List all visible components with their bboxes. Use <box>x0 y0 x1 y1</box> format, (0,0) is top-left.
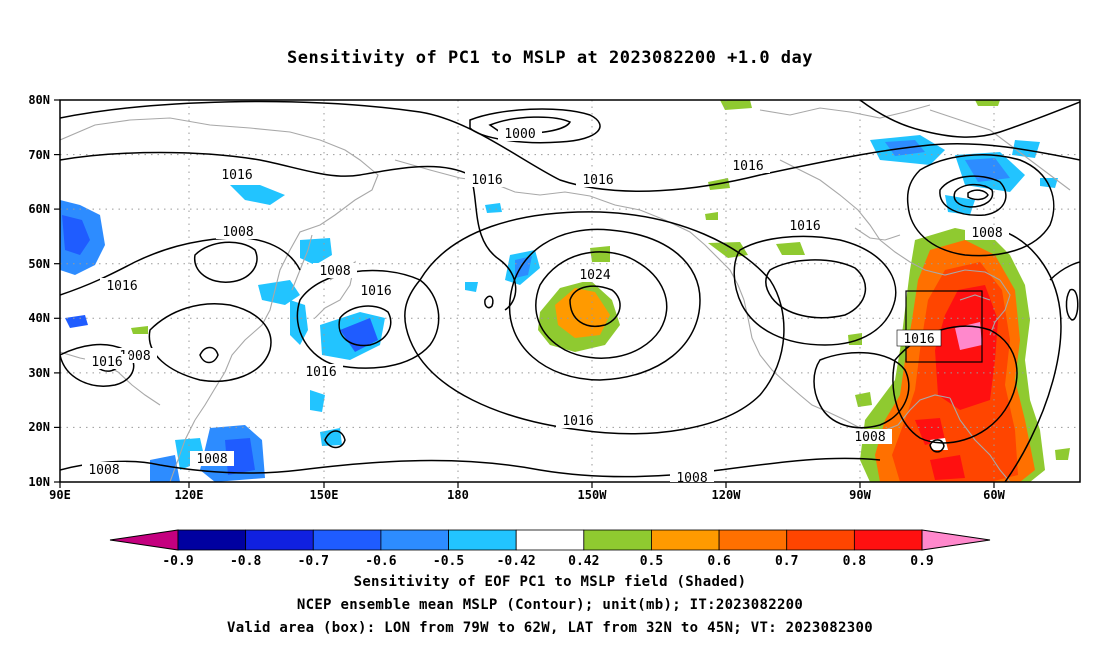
contour-label: 1008 <box>854 430 885 445</box>
axis-ticks <box>54 99 995 488</box>
colorbar: -0.9 -0.8 -0.7 -0.6 -0.5 -0.42 0.42 0.5 0.6 0.7 0.… <box>109 529 991 569</box>
colorbar-swatch <box>515 529 585 551</box>
lat-label: 50N <box>28 257 50 271</box>
contour-label: 1016 <box>562 414 593 429</box>
lon-label: 120W <box>712 488 742 502</box>
colorbar-tick-label: 0.5 <box>640 554 663 569</box>
colorbar-swatch <box>853 529 923 551</box>
lat-label: 20N <box>28 420 50 434</box>
colorbar-tick-label: 0.8 <box>843 554 867 569</box>
latitude-labels: 80N 70N 60N 50N 40N 30N 20N 10N <box>28 93 50 489</box>
map-frame <box>59 99 1081 483</box>
contour-label: 1016 <box>903 332 934 347</box>
caption-valid-area: Valid area (box): LON from 79W to 62W, L… <box>227 620 873 636</box>
lon-label: 120E <box>175 488 204 502</box>
lat-label: 70N <box>28 148 50 162</box>
contour-label: 1016 <box>789 219 820 234</box>
contour-label: 1024 <box>579 268 610 283</box>
colorbar-swatch <box>651 529 720 551</box>
contour-label: 1016 <box>732 159 763 174</box>
lat-label: 10N <box>28 475 50 489</box>
colorbar-tick-label: -0.42 <box>497 554 536 569</box>
lon-label: 90E <box>49 488 71 502</box>
contour-label: 1000 <box>504 127 535 142</box>
contour-label: 1008 <box>676 471 707 486</box>
lat-label: 30N <box>28 366 50 380</box>
lat-label: 80N <box>28 93 50 107</box>
colorbar-swatch <box>177 529 247 551</box>
colorbar-swatch <box>380 529 449 551</box>
lon-label: 150E <box>310 488 339 502</box>
lon-label: 180 <box>447 488 469 502</box>
lat-label: 60N <box>28 202 50 216</box>
lon-label: 60W <box>983 488 1005 502</box>
coastlines <box>60 104 1071 482</box>
contour-label: 1016 <box>582 173 613 188</box>
colorbar-swatch <box>312 529 382 551</box>
colorbar-max-arrow <box>921 529 991 551</box>
valid-area-box <box>905 290 983 363</box>
colorbar-swatch <box>245 529 314 551</box>
colorbar-min-arrow <box>109 529 179 551</box>
colorbar-tick-label: -0.7 <box>298 554 329 569</box>
contour-label: 1008 <box>971 226 1002 241</box>
contour-label: 1016 <box>360 284 391 299</box>
contour-labels: 1000 1016 1016 1016 1016 1008 1016 1008 … <box>82 126 1009 486</box>
caption-shaded: Sensitivity of EOF PC1 to MSLP field (Sh… <box>353 574 747 590</box>
contour-label: 1016 <box>471 173 502 188</box>
colorbar-swatch <box>718 529 788 551</box>
lon-label: 150W <box>578 488 608 502</box>
colorbar-tick-label: 0.9 <box>910 554 933 569</box>
contour-label: 1016 <box>221 168 252 183</box>
mslp-contours <box>60 100 1080 482</box>
contour-label: 1008 <box>88 463 119 478</box>
colorbar-swatch <box>786 529 855 551</box>
colorbar-swatch <box>448 529 517 551</box>
colorbar-tick-label: -0.9 <box>162 554 193 569</box>
contour-label: 1016 <box>305 365 336 380</box>
lat-label: 40N <box>28 311 50 325</box>
contour-label: 1008 <box>222 225 253 240</box>
colorbar-tick-label: -0.5 <box>433 554 464 569</box>
caption-contour: NCEP ensemble mean MSLP (Contour); unit(… <box>296 597 804 613</box>
colorbar-tick-label: 0.7 <box>775 554 798 569</box>
contour-label: 1008 <box>196 452 227 467</box>
colorbar-tick-label: -0.6 <box>365 554 396 569</box>
contour-label: 1008 <box>319 264 350 279</box>
colorbar-tick-label: 0.6 <box>707 554 731 569</box>
colorbar-tick-label: 0.42 <box>568 554 599 569</box>
colorbar-tick-label: -0.8 <box>230 554 261 569</box>
graticule <box>60 100 1080 482</box>
chart-title: Sensitivity of PC1 to MSLP at 2023082200… <box>286 48 813 68</box>
colorbar-swatch <box>583 529 652 551</box>
contour-label: 1016 <box>91 355 122 370</box>
longitude-labels: 90E 120E 150E 180 150W 120W 90W 60W <box>49 488 1005 502</box>
contour-label: 1016 <box>106 279 137 294</box>
lon-label: 90W <box>849 488 871 502</box>
